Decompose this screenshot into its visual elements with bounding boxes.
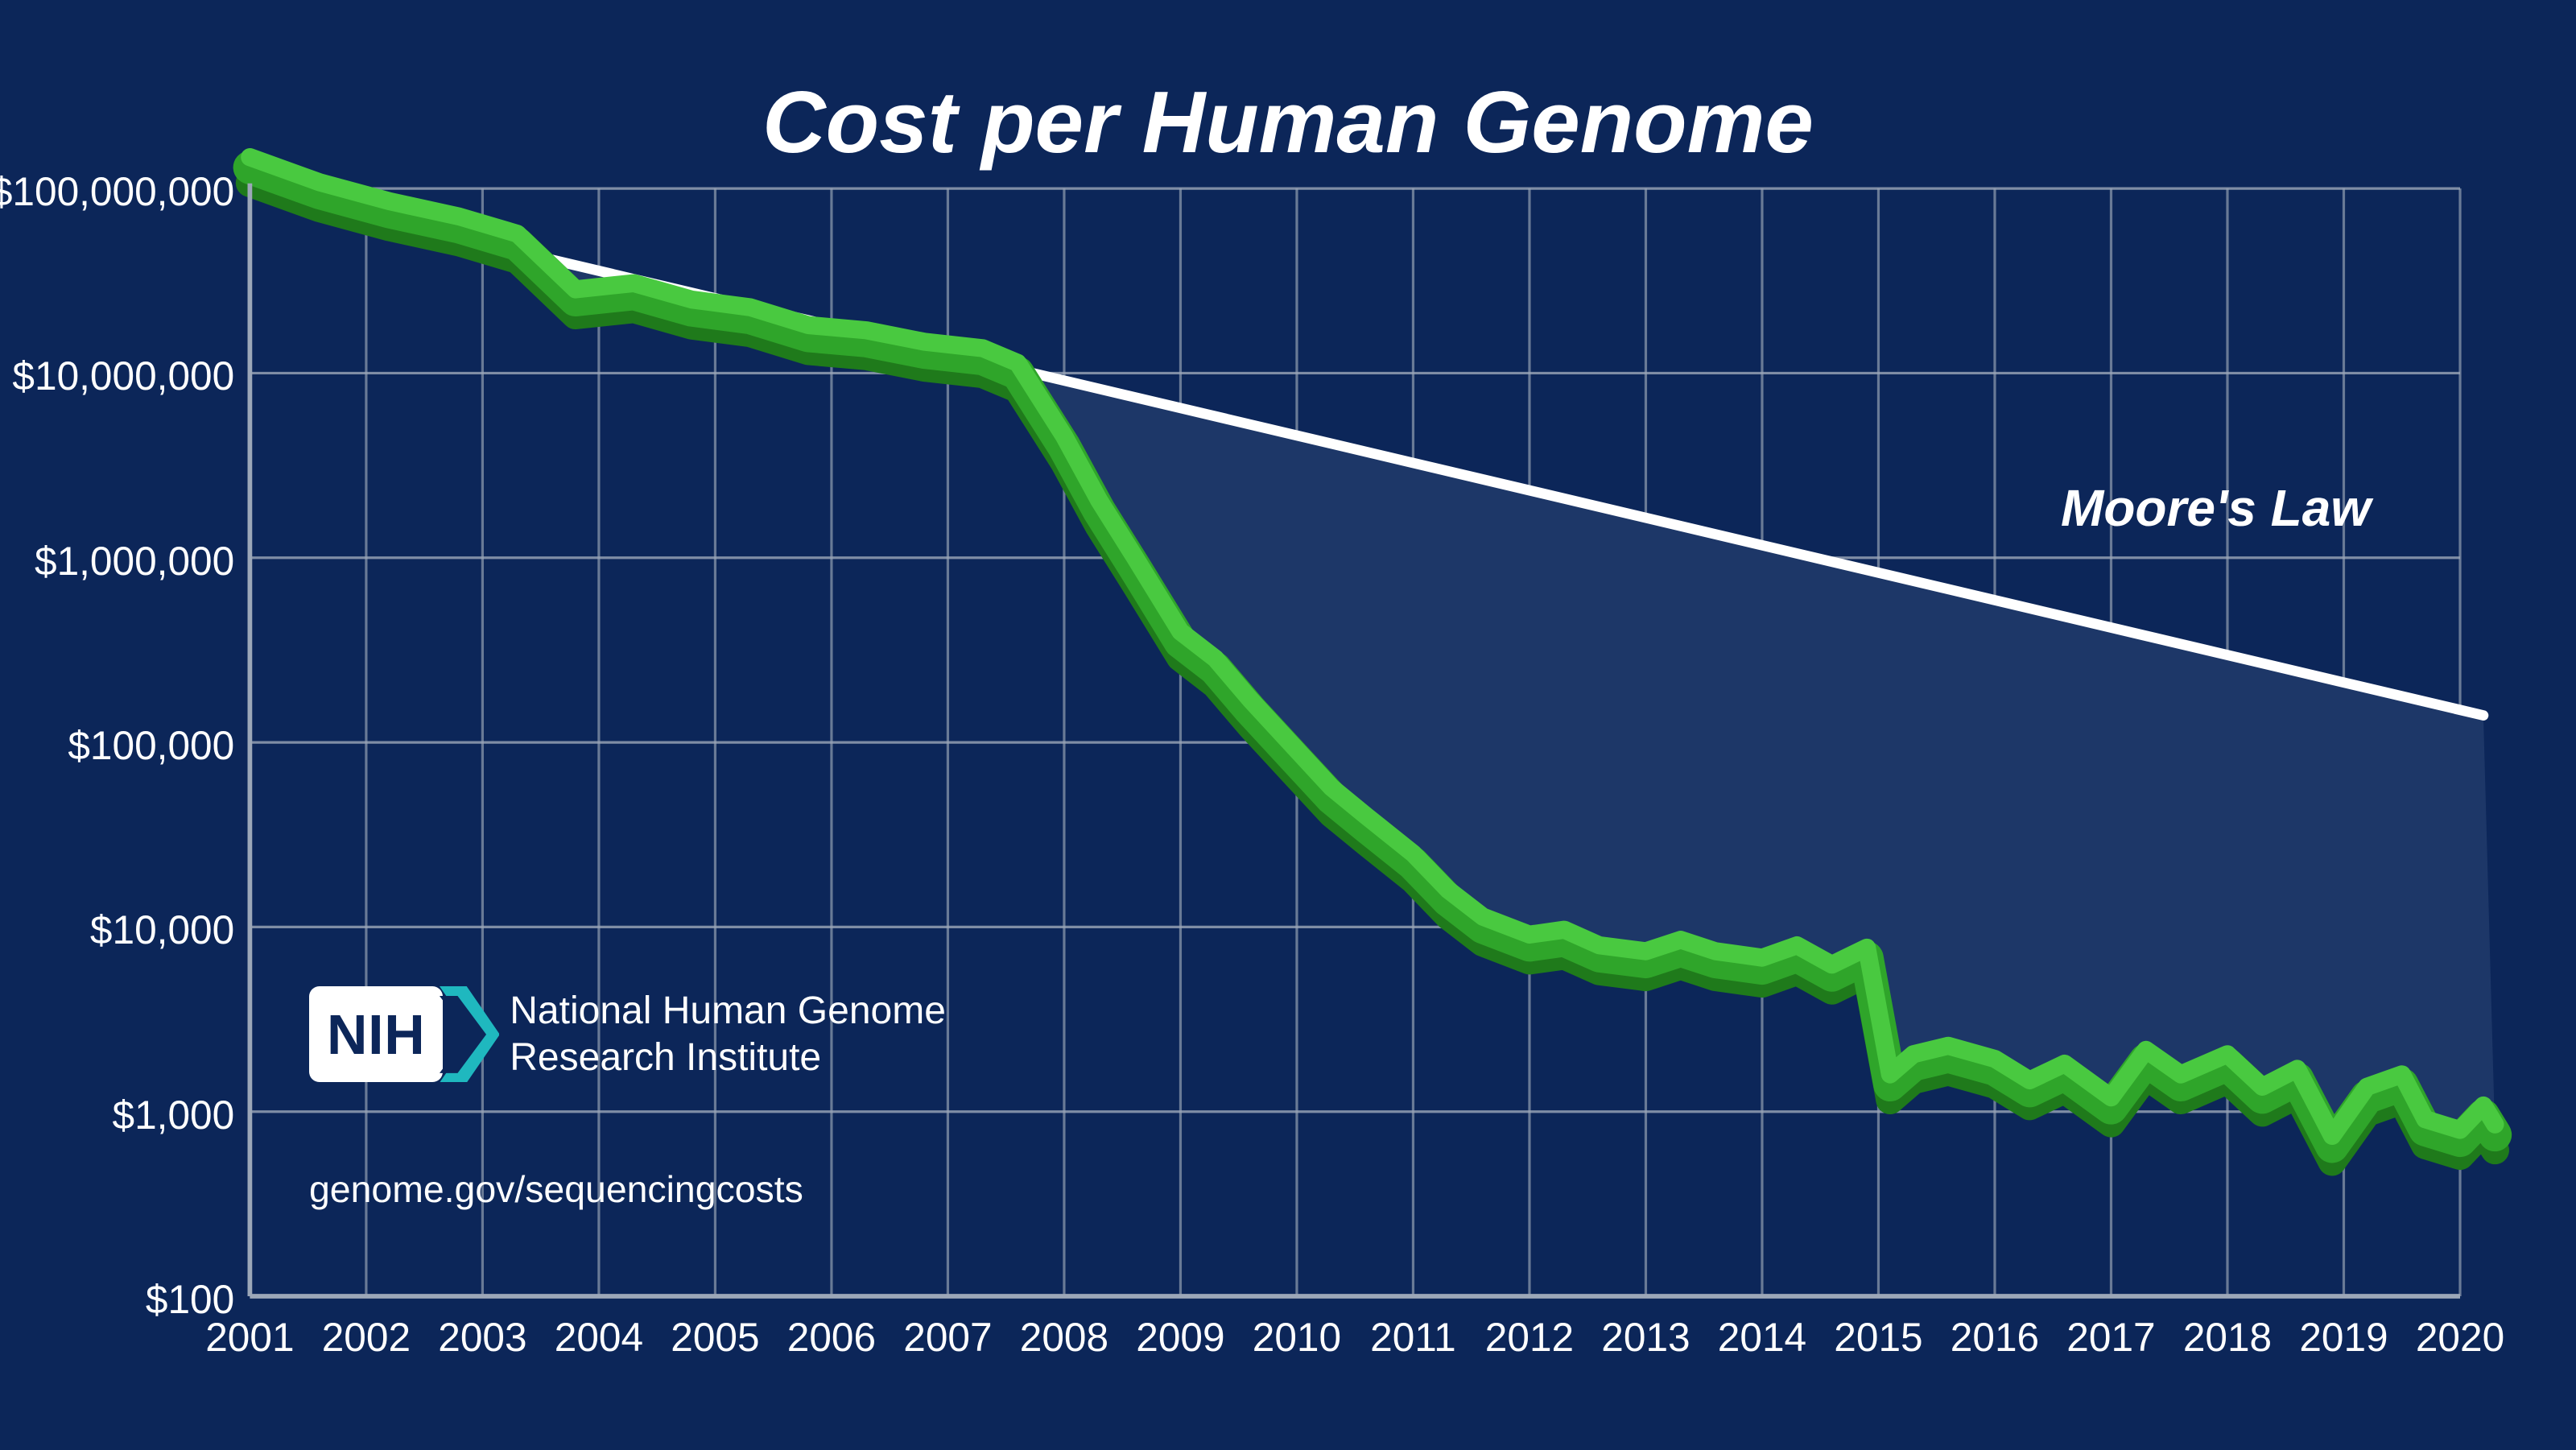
nih-badge: NIH — [309, 986, 443, 1083]
chart-svg — [0, 0, 2576, 1450]
x-tick-label: 2016 — [1943, 1314, 2046, 1361]
nih-logo: NIH National Human Genome Research Insti… — [309, 986, 946, 1083]
x-tick-label: 2012 — [1478, 1314, 1581, 1361]
x-tick-label: 2018 — [2176, 1314, 2279, 1361]
x-tick-label: 2009 — [1129, 1314, 1232, 1361]
x-tick-label: 2007 — [896, 1314, 999, 1361]
x-tick-label: 2013 — [1594, 1314, 1697, 1361]
x-tick-label: 2006 — [780, 1314, 883, 1361]
x-tick-label: 2004 — [547, 1314, 650, 1361]
x-tick-label: 2014 — [1711, 1314, 1814, 1361]
nih-org-line2: Research Institute — [510, 1035, 946, 1081]
nih-org-line1: National Human Genome — [510, 988, 946, 1035]
x-tick-label: 2003 — [431, 1314, 534, 1361]
source-url: genome.gov/sequencingcosts — [309, 1167, 803, 1211]
y-tick-label: $100,000,000 — [0, 168, 234, 215]
y-tick-label: $100,000 — [68, 722, 234, 769]
y-tick-label: $1,000,000 — [35, 538, 234, 585]
x-tick-label: 2010 — [1245, 1314, 1348, 1361]
x-tick-label: 2011 — [1361, 1314, 1464, 1361]
x-tick-label: 2019 — [2292, 1314, 2395, 1361]
x-tick-label: 2001 — [198, 1314, 301, 1361]
x-tick-label: 2005 — [663, 1314, 766, 1361]
x-tick-label: 2017 — [2059, 1314, 2162, 1361]
x-tick-label: 2002 — [315, 1314, 418, 1361]
y-tick-label: $1,000 — [113, 1092, 235, 1138]
y-tick-label: $10,000,000 — [12, 353, 234, 399]
moores-law-label: Moore's Law — [2061, 478, 2371, 538]
nih-arrow-icon — [440, 986, 500, 1083]
x-tick-label: 2015 — [1827, 1314, 1930, 1361]
nih-org-name: National Human Genome Research Institute — [510, 988, 946, 1080]
x-tick-label: 2020 — [2409, 1314, 2512, 1361]
y-tick-label: $10,000 — [90, 907, 234, 953]
x-tick-label: 2008 — [1013, 1314, 1116, 1361]
